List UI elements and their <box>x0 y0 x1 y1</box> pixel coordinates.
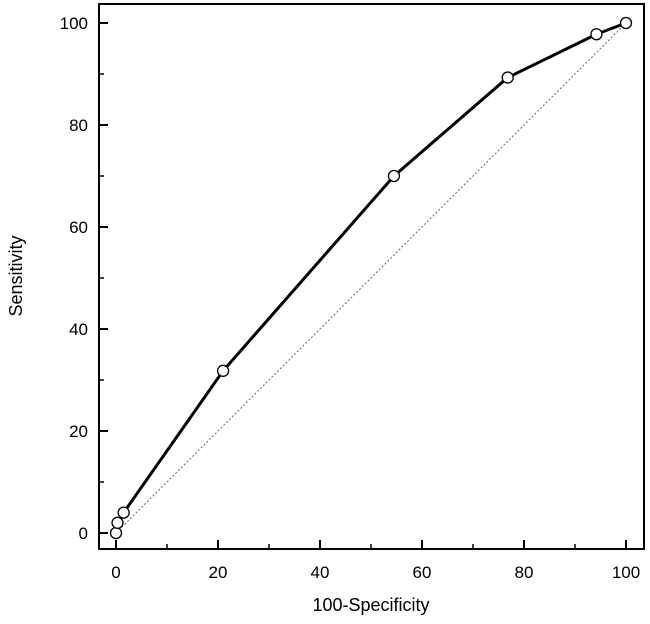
x-tick-label-60: 60 <box>413 563 432 582</box>
series-points-layer <box>109 16 633 540</box>
y-tick-label-80: 80 <box>69 116 88 135</box>
x-tick-label-0: 0 <box>111 563 120 582</box>
y-tick-label-60: 60 <box>69 218 88 237</box>
y-tick-label-100: 100 <box>60 14 88 33</box>
x-tick-label-80: 80 <box>515 563 534 582</box>
y-tick-label-0: 0 <box>79 524 88 543</box>
x-tick-label-40: 40 <box>311 563 330 582</box>
reference-diagonal-line <box>115 22 627 534</box>
x-tick-label-20: 20 <box>209 563 228 582</box>
x-axis-ticks: 0 20 40 60 80 100 <box>111 540 640 582</box>
y-axis-ticks: 0 20 40 60 80 100 <box>60 14 108 543</box>
y-tick-label-20: 20 <box>69 422 88 441</box>
x-tick-label-100: 100 <box>612 563 640 582</box>
roc-point-1 <box>111 516 124 529</box>
roc-point-7 <box>619 16 633 30</box>
roc-point-3 <box>216 364 230 377</box>
x-axis-title: 100-Specificity <box>312 595 429 615</box>
roc-point-0 <box>109 526 123 540</box>
roc-point-2 <box>117 506 130 519</box>
roc-point-6 <box>590 28 603 41</box>
plot-frame <box>98 3 645 550</box>
roc-point-5 <box>501 71 514 84</box>
reference-line-layer <box>115 22 627 534</box>
y-axis-title: Sensitivity <box>6 235 26 316</box>
y-tick-label-40: 40 <box>69 320 88 339</box>
roc-point-4 <box>387 169 401 183</box>
